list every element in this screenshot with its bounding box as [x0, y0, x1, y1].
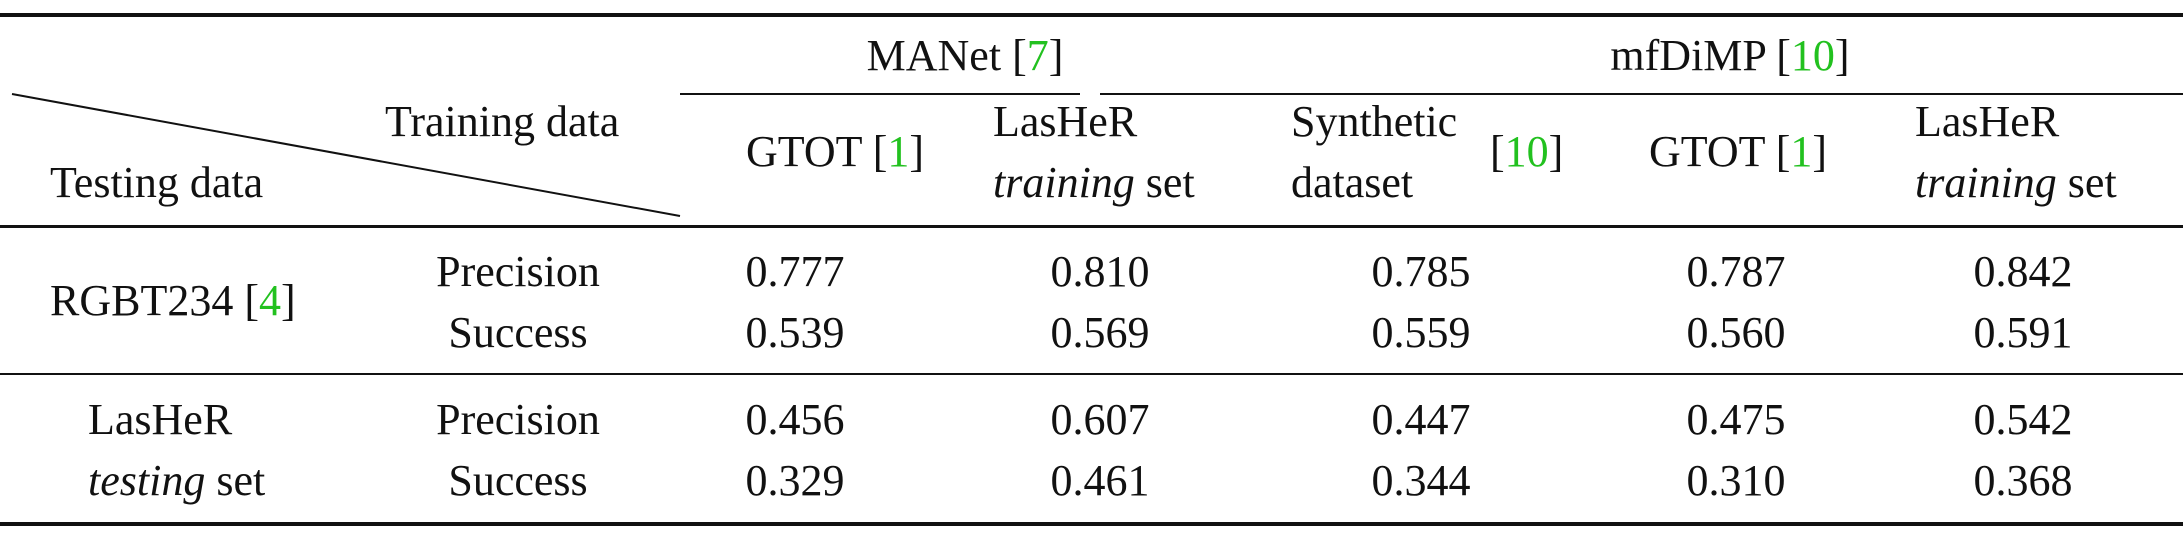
table-cell: 0.607	[1050, 395, 1150, 444]
bottom-rule	[0, 522, 2183, 526]
table-cell: 0.329	[745, 456, 845, 505]
top-rule	[0, 13, 2183, 17]
column-header-mfdimp-lasher-line1: LasHeR	[1915, 97, 2060, 146]
mfdimp-group-underline	[1100, 93, 2183, 95]
table-cell: 0.461	[1050, 456, 1150, 505]
table-cell: 0.539	[745, 308, 845, 357]
table-cell: 0.591	[1973, 308, 2073, 357]
table-cell: 0.368	[1973, 456, 2073, 505]
column-header-synthetic-line1: Synthetic	[1291, 97, 1458, 146]
column-header-synthetic-cite: [10]	[1490, 127, 1564, 176]
table-cell: 0.560	[1686, 308, 1786, 357]
table-cell: 0.810	[1050, 247, 1150, 296]
column-header-manet-gtot: GTOT [1]	[745, 127, 925, 176]
table-cell: 0.344	[1371, 456, 1471, 505]
table-cell: 0.542	[1973, 395, 2073, 444]
corner-training-data-label: Training data	[385, 97, 620, 146]
column-header-mfdimp-gtot: GTOT [1]	[1648, 127, 1828, 176]
table-cell: 0.569	[1050, 308, 1150, 357]
row-dataset-lasher-line2: testing set	[88, 456, 266, 505]
table-cell: 0.559	[1371, 308, 1471, 357]
table-cell: 0.785	[1371, 247, 1471, 296]
table-cell: 0.842	[1973, 247, 2073, 296]
header-bottom-rule	[0, 225, 2183, 228]
table-cell: 0.787	[1686, 247, 1786, 296]
group-header-manet: MANet [7]	[866, 31, 1064, 80]
table-cell: 0.777	[745, 247, 845, 296]
metric-label: Success	[448, 456, 588, 505]
corner-testing-data-label: Testing data	[50, 158, 264, 207]
table-cell: 0.475	[1686, 395, 1786, 444]
metric-label: Success	[448, 308, 588, 357]
group-header-mfdimp: mfDiMP [10]	[1610, 31, 1850, 80]
row-dataset-lasher-line1: LasHeR	[88, 395, 233, 444]
column-header-mfdimp-lasher-line2: training set	[1915, 158, 2117, 207]
table-cell: 0.447	[1371, 395, 1471, 444]
metric-label: Precision	[436, 395, 600, 444]
column-header-manet-lasher-line2: training set	[993, 158, 1195, 207]
section-divider-rule	[0, 373, 2183, 375]
table-cell: 0.310	[1686, 456, 1786, 505]
manet-group-underline	[680, 93, 1080, 95]
row-dataset-rgbt234: RGBT234 [4]	[50, 276, 296, 325]
column-header-manet-lasher-line1: LasHeR	[993, 97, 1138, 146]
metric-label: Precision	[436, 247, 600, 296]
table-cell: 0.456	[745, 395, 845, 444]
column-header-synthetic-line2: dataset	[1291, 158, 1414, 207]
